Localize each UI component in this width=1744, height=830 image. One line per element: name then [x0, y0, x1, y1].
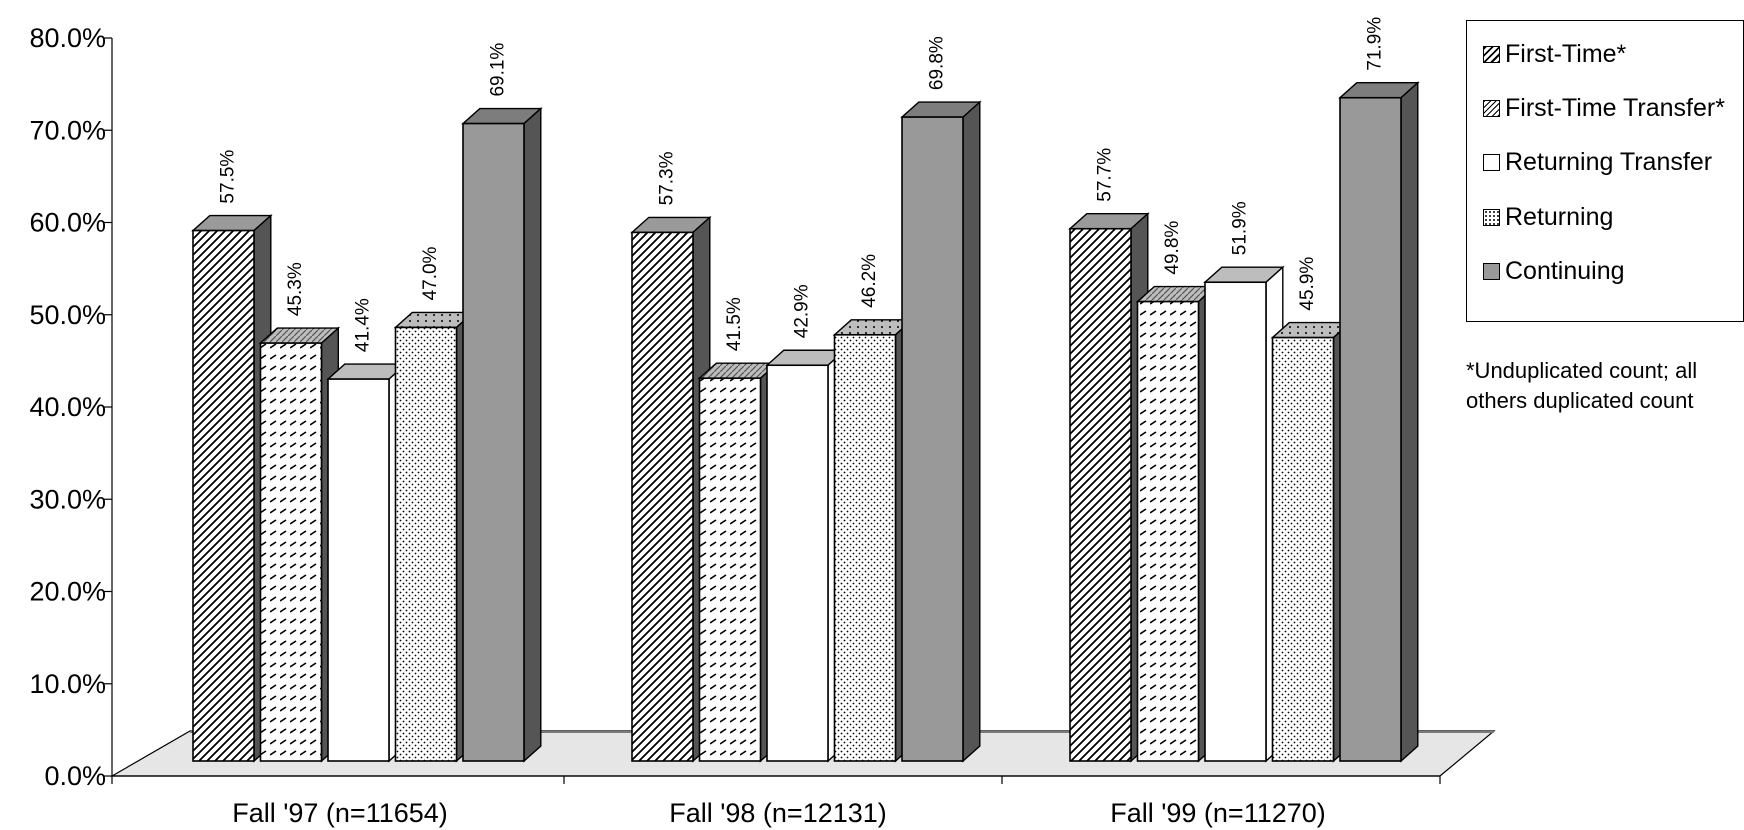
bar	[832, 318, 915, 763]
data-label: 45.9%	[1297, 257, 1318, 311]
bar-side	[1400, 81, 1419, 763]
data-label: 42.9%	[792, 284, 813, 338]
y-axis: 0.0% 10.0% 20.0% 30.0% 40.0% 50.0% 60.0% 70.0% 8…	[29, 23, 113, 791]
data-labels: 57.5% 45.3% 41.4% 47.0% 69.1% 57.3% 41.5% 42.9%…	[218, 17, 1386, 352]
bar	[393, 310, 476, 763]
legend-item: First-Time*	[1483, 39, 1626, 69]
legend-swatch	[1483, 262, 1500, 280]
bar	[461, 106, 543, 763]
x-tick-label: Fall '98 (n=12131)	[669, 798, 887, 828]
data-label: 41.5%	[724, 297, 745, 351]
x-tick-label: Fall '97 (n=11654)	[232, 798, 448, 828]
data-label: 41.4%	[353, 298, 374, 352]
bar-front	[462, 122, 525, 762]
bar-front	[1271, 336, 1335, 762]
bar	[1068, 212, 1150, 763]
data-label: 57.7%	[1095, 148, 1116, 202]
bar-front	[766, 364, 829, 762]
legend-item: Returning Transfer	[1483, 147, 1712, 177]
bar-front	[631, 231, 694, 762]
data-label: 57.3%	[657, 151, 678, 205]
bar	[1203, 265, 1285, 763]
data-label: 51.9%	[1230, 201, 1251, 255]
bars	[191, 81, 1420, 763]
bar	[1338, 81, 1420, 763]
data-label: 69.1%	[488, 43, 509, 97]
footnote: *Unduplicated count; all others duplicat…	[1466, 358, 1698, 413]
data-label: 69.8%	[927, 36, 948, 90]
bar-front	[327, 378, 390, 762]
data-label: 47.0%	[420, 246, 441, 300]
bar-front	[1069, 227, 1132, 762]
legend-label: Returning Transfer	[1505, 147, 1713, 176]
legend-label: Returning	[1505, 202, 1614, 231]
bar	[765, 348, 847, 763]
y-tick-label: 40.0%	[29, 392, 106, 422]
bar	[697, 361, 780, 763]
bar-front	[698, 377, 762, 762]
y-tick-label: 0.0%	[44, 761, 106, 791]
data-label: 57.5%	[218, 150, 239, 204]
data-label: 46.2%	[859, 254, 880, 308]
bar	[326, 362, 408, 763]
y-tick-label: 50.0%	[29, 300, 106, 330]
legend: First-Time* First-Time Transfer* Returning…	[1466, 20, 1744, 322]
bar-front	[394, 326, 458, 762]
bar	[258, 326, 341, 763]
bar	[191, 213, 273, 763]
legend-swatch	[1483, 45, 1500, 63]
bar-front	[833, 334, 897, 762]
y-tick-label: 10.0%	[29, 669, 106, 699]
bar	[630, 215, 712, 763]
y-tick-label: 80.0%	[29, 23, 106, 53]
legend-swatch	[1483, 208, 1500, 226]
bar-front	[901, 116, 964, 762]
bar-front	[192, 229, 255, 762]
legend-item: Continuing	[1483, 256, 1625, 286]
bar-front	[259, 342, 323, 762]
bar-side	[962, 100, 981, 763]
x-axis: Fall '97 (n=11654) Fall '98 (n=12131) Fall…	[111, 775, 1441, 828]
data-label: 71.9%	[1365, 17, 1386, 71]
legend-item: First-Time Transfer*	[1483, 93, 1725, 123]
data-label: 49.8%	[1162, 221, 1183, 275]
y-tick-label: 60.0%	[29, 208, 106, 238]
y-tick-label: 30.0%	[29, 484, 106, 514]
legend-swatch	[1483, 99, 1500, 117]
bar-side	[523, 106, 542, 763]
y-tick-label: 20.0%	[29, 577, 106, 607]
legend-label: Continuing	[1505, 256, 1625, 285]
legend-label: First-Time Transfer*	[1505, 93, 1725, 122]
bar-front	[1204, 281, 1267, 762]
bar	[1135, 285, 1218, 763]
legend-swatch	[1483, 153, 1500, 171]
legend-label: First-Time*	[1505, 39, 1627, 68]
bar-front	[1339, 96, 1402, 762]
bar	[900, 100, 982, 763]
legend-item: Returning	[1483, 202, 1613, 232]
x-tick-label: Fall '99 (n=11270)	[1110, 798, 1326, 828]
data-label: 45.3%	[285, 262, 306, 316]
bar-front	[1136, 300, 1200, 762]
bar	[1270, 321, 1353, 763]
y-tick-label: 70.0%	[29, 115, 106, 145]
